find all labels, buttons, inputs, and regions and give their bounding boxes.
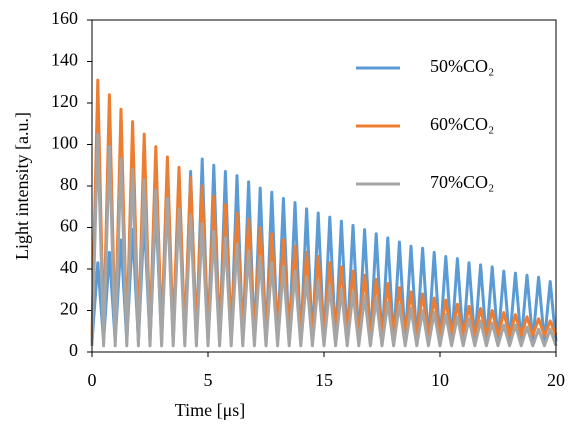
x-tick-label: 10	[431, 370, 449, 390]
x-tick-label: 20	[547, 370, 565, 390]
plot-frame	[91, 19, 557, 353]
y-tick-label: 40	[60, 257, 78, 277]
x-tick-label: 0	[88, 370, 97, 390]
y-tick-label: 120	[51, 91, 78, 111]
legend-label: 60%CO₂	[430, 114, 494, 134]
y-tick-label: 80	[60, 174, 78, 194]
y-tick-label: 20	[60, 299, 78, 319]
legend-label: 50%CO₂	[430, 56, 494, 76]
y-tick-label: 100	[51, 133, 78, 153]
x-tick-label: 5	[204, 370, 213, 390]
y-tick-label: 0	[69, 340, 78, 360]
y-axis-label: Light intensity [a.u.]	[12, 112, 32, 260]
y-tick-label: 140	[51, 50, 78, 70]
x-tick-label: 15	[315, 370, 333, 390]
y-tick-label: 60	[60, 216, 78, 236]
legend-label: 70%CO₂	[430, 172, 494, 192]
y-tick-label: 160	[51, 8, 78, 28]
x-axis-label: Time [μs]	[175, 400, 246, 420]
series-line	[90, 132, 558, 348]
